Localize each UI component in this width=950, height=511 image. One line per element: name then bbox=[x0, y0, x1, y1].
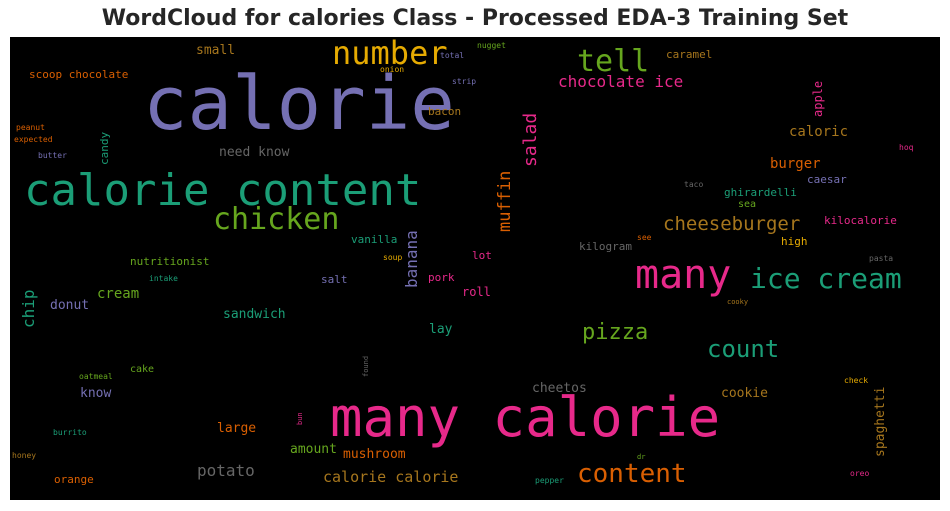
word-honey: honey bbox=[12, 451, 37, 460]
word-check: check bbox=[844, 376, 869, 385]
word-nutritionist: nutritionist bbox=[130, 255, 210, 268]
word-amount: amount bbox=[290, 442, 337, 457]
word-chocolate-ice: chocolate ice bbox=[558, 72, 684, 91]
word-cream: cream bbox=[97, 286, 140, 302]
word-potato: potato bbox=[197, 461, 255, 480]
word-soup: soup bbox=[383, 253, 403, 262]
word-candy: candy bbox=[98, 131, 111, 165]
word-found: found bbox=[362, 355, 370, 377]
word-know: know bbox=[80, 386, 112, 401]
word-salad: salad bbox=[520, 112, 541, 167]
word-dr: dr bbox=[637, 453, 646, 461]
word-need-know: need know bbox=[219, 145, 290, 160]
word-pizza: pizza bbox=[582, 320, 649, 345]
word-caramel: caramel bbox=[666, 48, 713, 61]
word-kilogram: kilogram bbox=[579, 240, 632, 253]
word-many-calorie: many calorie bbox=[330, 386, 721, 449]
word-ghirardelli: ghirardelli bbox=[724, 186, 797, 199]
word-pork: pork bbox=[428, 271, 455, 284]
word-spaghetti: spaghetti bbox=[873, 386, 888, 457]
word-count: count bbox=[707, 335, 780, 363]
word-oreo: oreo bbox=[850, 469, 870, 478]
word-burger: burger bbox=[770, 156, 821, 172]
word-strip: strip bbox=[452, 77, 477, 86]
word-calorie-content: calorie content bbox=[24, 165, 422, 216]
word-lay: lay bbox=[429, 322, 453, 337]
word-salt: salt bbox=[321, 273, 348, 286]
word-content: content bbox=[577, 459, 687, 489]
word-ice-cream: ice cream bbox=[750, 262, 902, 295]
word-oatmeal: oatmeal bbox=[79, 372, 113, 381]
word-onion: onion bbox=[380, 65, 405, 74]
word-bacon: bacon bbox=[428, 105, 462, 118]
word-total: total bbox=[440, 51, 465, 60]
word-cheeseburger: cheeseburger bbox=[663, 213, 801, 235]
word-mushroom: mushroom bbox=[343, 447, 406, 462]
word-burrito: burrito bbox=[53, 428, 87, 437]
word-peanut: peanut bbox=[16, 123, 45, 132]
word-pasta: pasta bbox=[869, 254, 894, 263]
word-cheetos: cheetos bbox=[532, 381, 587, 396]
word-sandwich: sandwich bbox=[223, 307, 286, 322]
word-intake: intake bbox=[149, 274, 178, 283]
word-hoq: hoq bbox=[899, 143, 914, 152]
word-donut: donut bbox=[50, 298, 90, 313]
word-chip: chip bbox=[19, 289, 38, 328]
word-butter: butter bbox=[38, 151, 67, 160]
word-small: small bbox=[196, 43, 236, 58]
chart-title: WordCloud for calories Class - Processed… bbox=[101, 6, 849, 31]
word-cake: cake bbox=[130, 364, 155, 375]
word-muffin: muffin bbox=[495, 170, 515, 232]
word-caesar: caesar bbox=[807, 173, 847, 186]
word-expected: expected bbox=[14, 135, 53, 144]
word-bun: bun bbox=[296, 412, 304, 425]
word-taco: taco bbox=[684, 180, 704, 189]
word-tell: tell bbox=[577, 44, 650, 79]
word-large: large bbox=[217, 421, 257, 436]
word-apple: apple bbox=[811, 80, 825, 117]
word-vanilla: vanilla bbox=[351, 233, 398, 246]
word-nugget: nugget bbox=[477, 41, 506, 50]
word-chicken: chicken bbox=[213, 202, 340, 237]
word-sea: sea bbox=[738, 199, 757, 210]
word-calorie: calorie bbox=[143, 61, 455, 147]
word-scoop-chocolate: scoop chocolate bbox=[29, 68, 129, 81]
word-cookie: cookie bbox=[721, 386, 768, 401]
word-roll: roll bbox=[462, 285, 491, 299]
word-many: many bbox=[635, 252, 732, 298]
word-kilocalorie: kilocalorie bbox=[824, 214, 897, 227]
word-cooky: cooky bbox=[727, 298, 749, 306]
word-high: high bbox=[781, 235, 808, 248]
word-number: number bbox=[332, 37, 448, 72]
word-pepper: pepper bbox=[535, 476, 564, 485]
word-calorie-calorie: calorie calorie bbox=[323, 468, 459, 486]
word-orange: orange bbox=[54, 473, 94, 486]
word-caloric: caloric bbox=[789, 124, 849, 140]
word-lot: lot bbox=[472, 249, 492, 262]
word-see: see bbox=[637, 233, 652, 242]
word-banana: banana bbox=[402, 230, 421, 288]
wordcloud-canvas: calorie many calorie calorie content many nu… bbox=[10, 37, 940, 500]
